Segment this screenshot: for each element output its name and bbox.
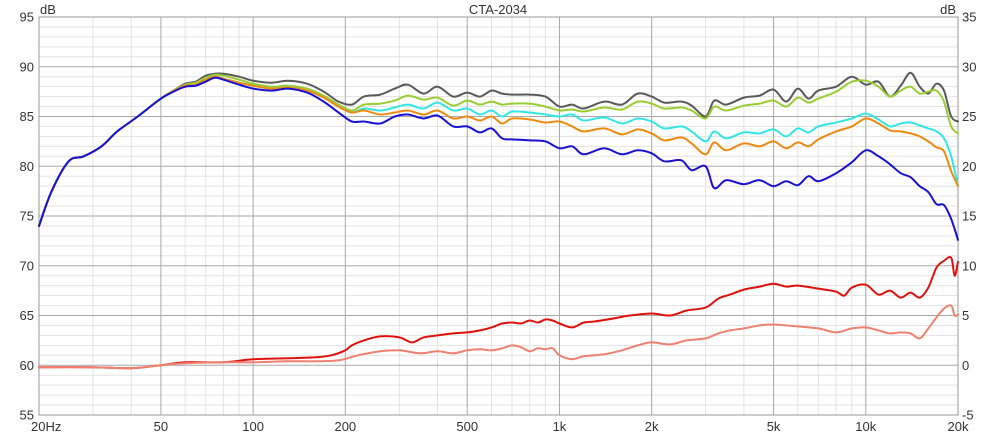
left-y-tick-label: 90: [20, 59, 34, 74]
x-tick-label: 20Hz: [31, 419, 61, 434]
series-line-1: [38, 71, 959, 227]
series-line-5: [38, 76, 959, 241]
series-line-4: [38, 75, 959, 227]
right-y-unit-label: dB: [940, 2, 956, 17]
left-y-tick-label: 55: [20, 408, 34, 423]
x-tick-label: 100: [242, 419, 264, 434]
plot-frame: [38, 16, 959, 416]
x-tick-label: 1k: [553, 419, 567, 434]
right-y-tick-label: -5: [962, 408, 974, 423]
right-y-tick-labels: 35 30 25 20 15 10 5 0 -5: [962, 10, 976, 423]
left-y-tick-label: 70: [20, 258, 34, 273]
left-y-tick-label: 60: [20, 358, 34, 373]
series-line-6: [38, 255, 959, 370]
x-tick-label: 2k: [645, 419, 659, 434]
x-tick-labels: 20Hz 50 100 200 500 1k 2k 5k 10k 20k: [31, 419, 969, 434]
right-y-tick-label: 25: [962, 109, 976, 124]
right-y-tick-label: 15: [962, 209, 976, 224]
right-y-tick-label: 10: [962, 258, 976, 273]
right-y-tick-label: 20: [962, 159, 976, 174]
series-layer: [38, 71, 959, 370]
right-y-tick-label: 0: [962, 358, 969, 373]
x-tick-label: 20k: [948, 419, 969, 434]
series-line-2: [38, 73, 959, 227]
chart-title: CTA-2034: [469, 2, 527, 17]
right-y-tick-label: 5: [962, 308, 969, 323]
left-y-tick-label: 85: [20, 109, 34, 124]
right-y-tick-label: 35: [962, 10, 976, 25]
left-y-unit-label: dB: [40, 2, 56, 17]
series-line-7: [38, 304, 959, 370]
right-y-tick-label: 30: [962, 59, 976, 74]
x-tick-label: 500: [456, 419, 478, 434]
x-tick-label: 50: [154, 419, 168, 434]
left-y-tick-label: 65: [20, 308, 34, 323]
left-y-tick-label: 75: [20, 209, 34, 224]
x-tick-label: 10k: [855, 419, 876, 434]
left-y-tick-labels: 95 90 85 80 75 70 65 60 55: [20, 10, 34, 423]
x-tick-label: 5k: [767, 419, 781, 434]
left-y-tick-label: 80: [20, 159, 34, 174]
x-tick-label: 200: [334, 419, 356, 434]
left-y-tick-label: 95: [20, 10, 34, 25]
